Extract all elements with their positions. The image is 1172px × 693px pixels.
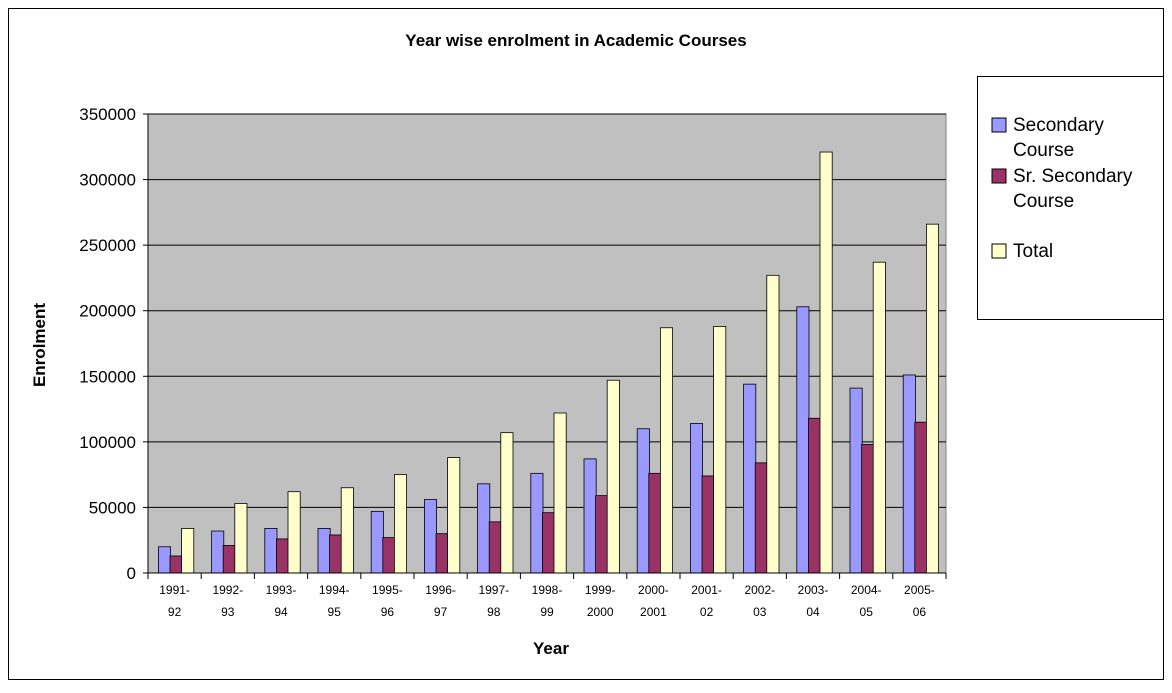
bars bbox=[157, 151, 940, 574]
y-tick-label: 150000 bbox=[79, 367, 136, 386]
x-tick-label: 1993-94 bbox=[266, 583, 297, 619]
bar-sr-secondary-course-7 bbox=[542, 512, 556, 574]
x-tick-label: 2002-03 bbox=[744, 583, 775, 619]
bar-total-1 bbox=[234, 503, 248, 574]
bar-sr-secondary-course-3 bbox=[329, 534, 343, 574]
bar-sr-secondary-course-8 bbox=[595, 495, 609, 574]
legend-label: Secondary Course bbox=[1013, 115, 1104, 161]
gridlines bbox=[148, 113, 946, 508]
x-tick-label: 1998-99 bbox=[532, 583, 563, 619]
bar-total-6 bbox=[500, 432, 514, 574]
y-tick-label: 350000 bbox=[79, 105, 136, 124]
legend-box bbox=[977, 76, 1164, 320]
y-tick-label: 200000 bbox=[79, 302, 136, 321]
bar-total-3 bbox=[340, 487, 354, 574]
bar-secondary-course-0 bbox=[157, 546, 171, 574]
x-tick-label: 2003-04 bbox=[798, 583, 829, 619]
bar-secondary-course-3 bbox=[317, 528, 331, 574]
bar-total-8 bbox=[606, 379, 620, 574]
legend: Secondary Course Sr. Secondary Course Total bbox=[977, 76, 1164, 320]
y-tick-label: 0 bbox=[127, 564, 136, 583]
bar-total-7 bbox=[553, 412, 567, 574]
bar-sr-secondary-course-6 bbox=[488, 521, 502, 574]
x-tick-label: 1999-2000 bbox=[585, 583, 616, 619]
x-tick-label: 1996-97 bbox=[425, 583, 456, 619]
x-tick-label: 1995-96 bbox=[372, 583, 403, 619]
legend-label: Total bbox=[1013, 241, 1053, 262]
bar-total-12 bbox=[819, 151, 833, 574]
bar-sr-secondary-course-4 bbox=[382, 537, 396, 574]
bar-sr-secondary-course-0 bbox=[169, 555, 183, 574]
y-tick-label: 300000 bbox=[79, 171, 136, 190]
legend-swatch bbox=[991, 117, 1007, 133]
bar-secondary-course-11 bbox=[743, 383, 757, 574]
bar-total-11 bbox=[766, 274, 780, 574]
bar-sr-secondary-course-11 bbox=[754, 462, 768, 574]
y-tick-label: 100000 bbox=[79, 433, 136, 452]
bar-total-2 bbox=[287, 491, 301, 574]
axes bbox=[147, 114, 946, 574]
bar-secondary-course-14 bbox=[902, 374, 916, 574]
bar-total-13 bbox=[872, 261, 886, 574]
bar-secondary-course-2 bbox=[264, 528, 278, 574]
bar-total-9 bbox=[660, 327, 674, 574]
bar-sr-secondary-course-12 bbox=[808, 417, 822, 574]
legend-label: Sr. Secondary Course bbox=[1013, 166, 1133, 212]
x-tick-label: 1991-92 bbox=[159, 583, 190, 619]
bar-sr-secondary-course-14 bbox=[914, 421, 928, 574]
bar-secondary-course-8 bbox=[583, 458, 597, 574]
bar-secondary-course-4 bbox=[370, 510, 384, 574]
bar-secondary-course-6 bbox=[477, 483, 491, 574]
legend-swatch bbox=[991, 243, 1007, 259]
bar-total-14 bbox=[926, 223, 940, 574]
y-axis-title: Enrolment bbox=[30, 303, 49, 387]
x-axis-title: Year bbox=[533, 639, 569, 658]
x-tick-label: 2005-06 bbox=[904, 583, 935, 619]
x-tick-label: 1997-98 bbox=[478, 583, 509, 619]
bar-total-5 bbox=[447, 457, 461, 574]
x-tick-label: 1992-93 bbox=[212, 583, 243, 619]
x-tick-label: 2004-05 bbox=[851, 583, 882, 619]
bar-secondary-course-13 bbox=[849, 387, 863, 574]
x-tick-label: 2001-02 bbox=[691, 583, 722, 619]
bar-sr-secondary-course-10 bbox=[701, 475, 715, 574]
y-tick-label: 50000 bbox=[89, 498, 136, 517]
legend-swatch bbox=[991, 168, 1007, 184]
bar-secondary-course-7 bbox=[530, 472, 544, 574]
bar-secondary-course-10 bbox=[690, 423, 704, 574]
y-tick-label: 250000 bbox=[79, 236, 136, 255]
bar-secondary-course-5 bbox=[423, 499, 437, 574]
bar-sr-secondary-course-1 bbox=[222, 545, 236, 574]
bar-secondary-course-1 bbox=[211, 530, 225, 574]
bar-total-4 bbox=[393, 474, 407, 574]
bar-sr-secondary-course-5 bbox=[435, 533, 449, 574]
x-tick-labels: 1991-92 1992-93 1993-94 1994-95 1995-96 1996-… bbox=[147, 573, 947, 619]
bar-sr-secondary-course-9 bbox=[648, 472, 662, 574]
bar-sr-secondary-course-2 bbox=[275, 538, 289, 574]
bar-secondary-course-12 bbox=[796, 306, 810, 574]
y-tick-labels: 0 50000 100000 150000 200000 250000 300000 3500… bbox=[79, 105, 148, 583]
bar-total-0 bbox=[181, 528, 195, 574]
chart-title: Year wise enrolment in Academic Courses bbox=[405, 31, 746, 50]
bar-sr-secondary-course-13 bbox=[861, 444, 875, 574]
x-tick-label: 2000-2001 bbox=[638, 583, 669, 619]
x-tick-label: 1994-95 bbox=[319, 583, 350, 619]
bar-total-10 bbox=[713, 326, 727, 574]
bar-secondary-course-9 bbox=[636, 428, 650, 574]
